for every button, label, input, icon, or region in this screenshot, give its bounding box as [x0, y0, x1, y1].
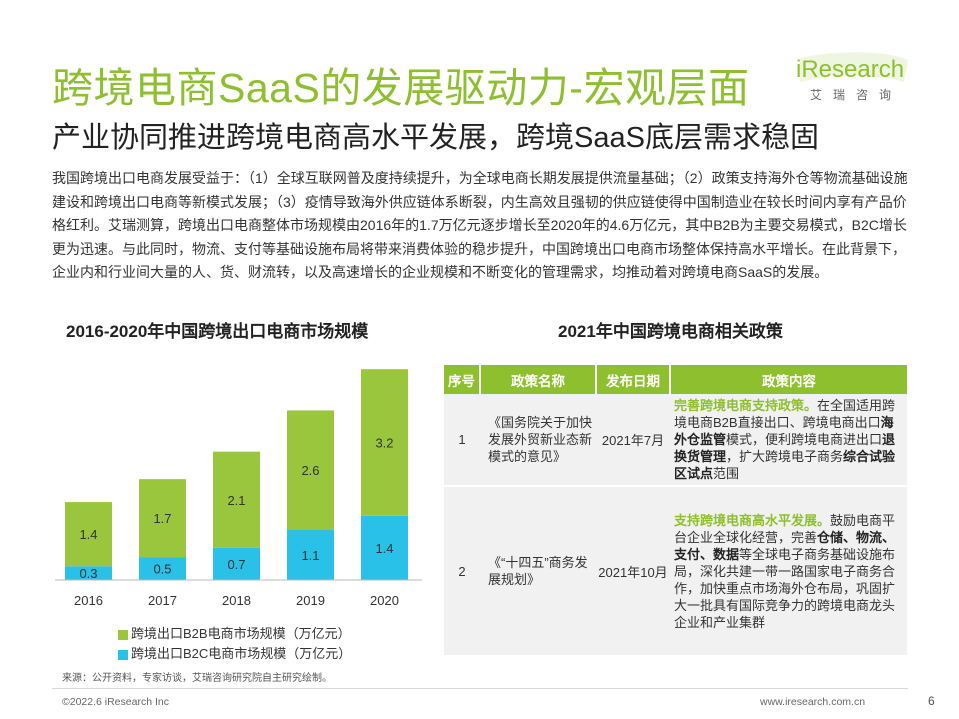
data-label-b2c: 0.7: [227, 557, 245, 572]
policy-header-row: 序号 政策名称 发布日期 政策内容: [444, 365, 907, 394]
data-label-b2b: 1.7: [153, 511, 171, 526]
site-link[interactable]: www.iresearch.com.cn: [760, 696, 866, 708]
legend-b2c-swatch: [118, 649, 128, 660]
bar-b2c: [287, 529, 334, 580]
market-size-chart: 0.3 1.4 2016 0.5 1.7 2017 0.7 2.1 2018 1.1 2.6 2019…: [55, 369, 422, 608]
row-name: 《国务院关于加快发展外贸新业态新模式的意见》: [480, 394, 596, 487]
bar-b2c: [213, 547, 260, 580]
table-row: 1 《国务院关于加快发展外贸新业态新模式的意见》 2021年7月 完善跨境电商支…: [444, 394, 907, 487]
intro-text: 我国跨境出口电商发展受益于：（1）全球互联网普及度持续提升，为全球电商长期发展提…: [52, 170, 908, 280]
data-label-b2b: 1.4: [79, 527, 97, 542]
content-part: 完善跨境电商支持政策。: [674, 398, 818, 413]
chart-title: 2016-2020年中国跨境出口电商市场规模: [66, 322, 369, 341]
source-note: 来源：公开资料，专家访谈，艾瑞咨询研究院自主研究绘制。: [62, 673, 332, 684]
policy-table: 序号 政策名称 发布日期 政策内容 1 《国务院关于加快发展外贸新业态新模式的意…: [444, 365, 907, 657]
content-part: ，扩大跨境电子商务: [726, 449, 844, 464]
legend-b2c-label: 跨境出口B2C电商市场规模（万亿元）: [131, 646, 352, 661]
data-label-b2b: 2.6: [301, 463, 319, 478]
content-part: 海外仓监管: [674, 415, 894, 447]
content-part: 在全国适用跨境电商B2B直接出口、跨境电商出口: [674, 398, 896, 430]
legend-b2b-label: 跨境出口B2B电商市场规模（万亿元）: [131, 626, 351, 641]
bar-b2b: [213, 451, 260, 548]
row-content: 完善跨境电商支持政策。在全国适用跨境电商B2B直接出口、跨境电商出口海外仓监管模…: [670, 394, 907, 487]
content-part: 综合试验区试点: [674, 449, 896, 481]
col-name: 政策名称: [480, 365, 597, 394]
col-content: 政策内容: [670, 365, 907, 394]
content-part: 退换货管理: [674, 432, 896, 464]
table-row: 2 《“十四五”商务发展规划》 2021年10月 支持跨境电商高水平发展。鼓励电…: [444, 486, 907, 657]
page-number: 6: [928, 694, 935, 708]
copyright: ©2022.6 iResearch Inc: [62, 696, 169, 708]
iresearch-logo: iResearch 艾瑞咨询: [796, 52, 912, 104]
col-date: 发布日期: [596, 365, 671, 394]
row-date: 2021年10月: [596, 486, 670, 657]
legend-b2b: 跨境出口B2B电商市场规模（万亿元）: [118, 623, 351, 642]
x-tick-label: 2017: [148, 593, 177, 608]
bar-b2c: [65, 566, 112, 580]
content-part: 鼓励电商平台企业全球化经营，完善: [674, 512, 896, 545]
col-num: 序号: [444, 365, 481, 394]
bar-b2b: [65, 502, 112, 567]
content-part: 范围: [713, 466, 740, 481]
row-num: 2: [444, 486, 480, 657]
bar-b2b: [287, 410, 334, 530]
bar-b2b: [139, 479, 186, 558]
content-part: 等全球电子商务基础设施布局，深化共建一带一路国家电子商务合作，加快重点市场海外仓…: [674, 546, 896, 630]
x-tick-label: 2018: [222, 593, 251, 608]
intro-paragraph: 我国跨境出口电商发展受益于：（1）全球互联网普及度持续提升，为全球电商长期发展提…: [52, 167, 910, 285]
policy-title: 2021年中国跨境电商相关政策: [558, 322, 783, 341]
logo-text: iResearch: [796, 56, 905, 83]
legend-b2c: 跨境出口B2C电商市场规模（万亿元）: [118, 643, 351, 662]
bar-b2c: [361, 515, 408, 580]
content-part: 仓储、物流、支付、数据: [674, 529, 896, 562]
x-tick-label: 2019: [296, 593, 325, 608]
logo-subtext: 艾瑞咨询: [810, 88, 903, 102]
footer-divider: [52, 688, 908, 689]
data-label-b2b: 2.1: [227, 493, 245, 508]
data-label-b2c: 0.5: [153, 562, 171, 577]
bar-b2b: [361, 369, 408, 516]
row-content: 支持跨境电商高水平发展。鼓励电商平台企业全球化经营，完善仓储、物流、支付、数据等…: [670, 486, 907, 657]
bar-b2c: [139, 557, 186, 580]
content-part: 模式，便利跨境电商进出口: [726, 432, 883, 447]
row-num: 1: [444, 394, 480, 487]
page-subtitle: 产业协同推进跨境电商高水平发展，跨境SaaS底层需求稳固: [52, 122, 819, 154]
page-title: 跨境电商SaaS的发展驱动力-宏观层面: [52, 65, 750, 111]
content-part: 支持跨境电商高水平发展。: [674, 512, 831, 528]
x-tick-label: 2016: [74, 593, 103, 608]
x-tick-label: 2020: [370, 593, 399, 608]
data-label-b2c: 1.1: [301, 548, 319, 563]
legend-b2b-swatch: [118, 629, 128, 640]
data-label-b2c: 0.3: [79, 566, 97, 581]
data-label-b2c: 1.4: [375, 541, 393, 556]
data-label-b2b: 3.2: [375, 436, 393, 451]
logo-swoosh-icon: [800, 52, 908, 82]
row-date: 2021年7月: [596, 394, 670, 487]
row-name: 《“十四五”商务发展规划》: [480, 486, 596, 657]
